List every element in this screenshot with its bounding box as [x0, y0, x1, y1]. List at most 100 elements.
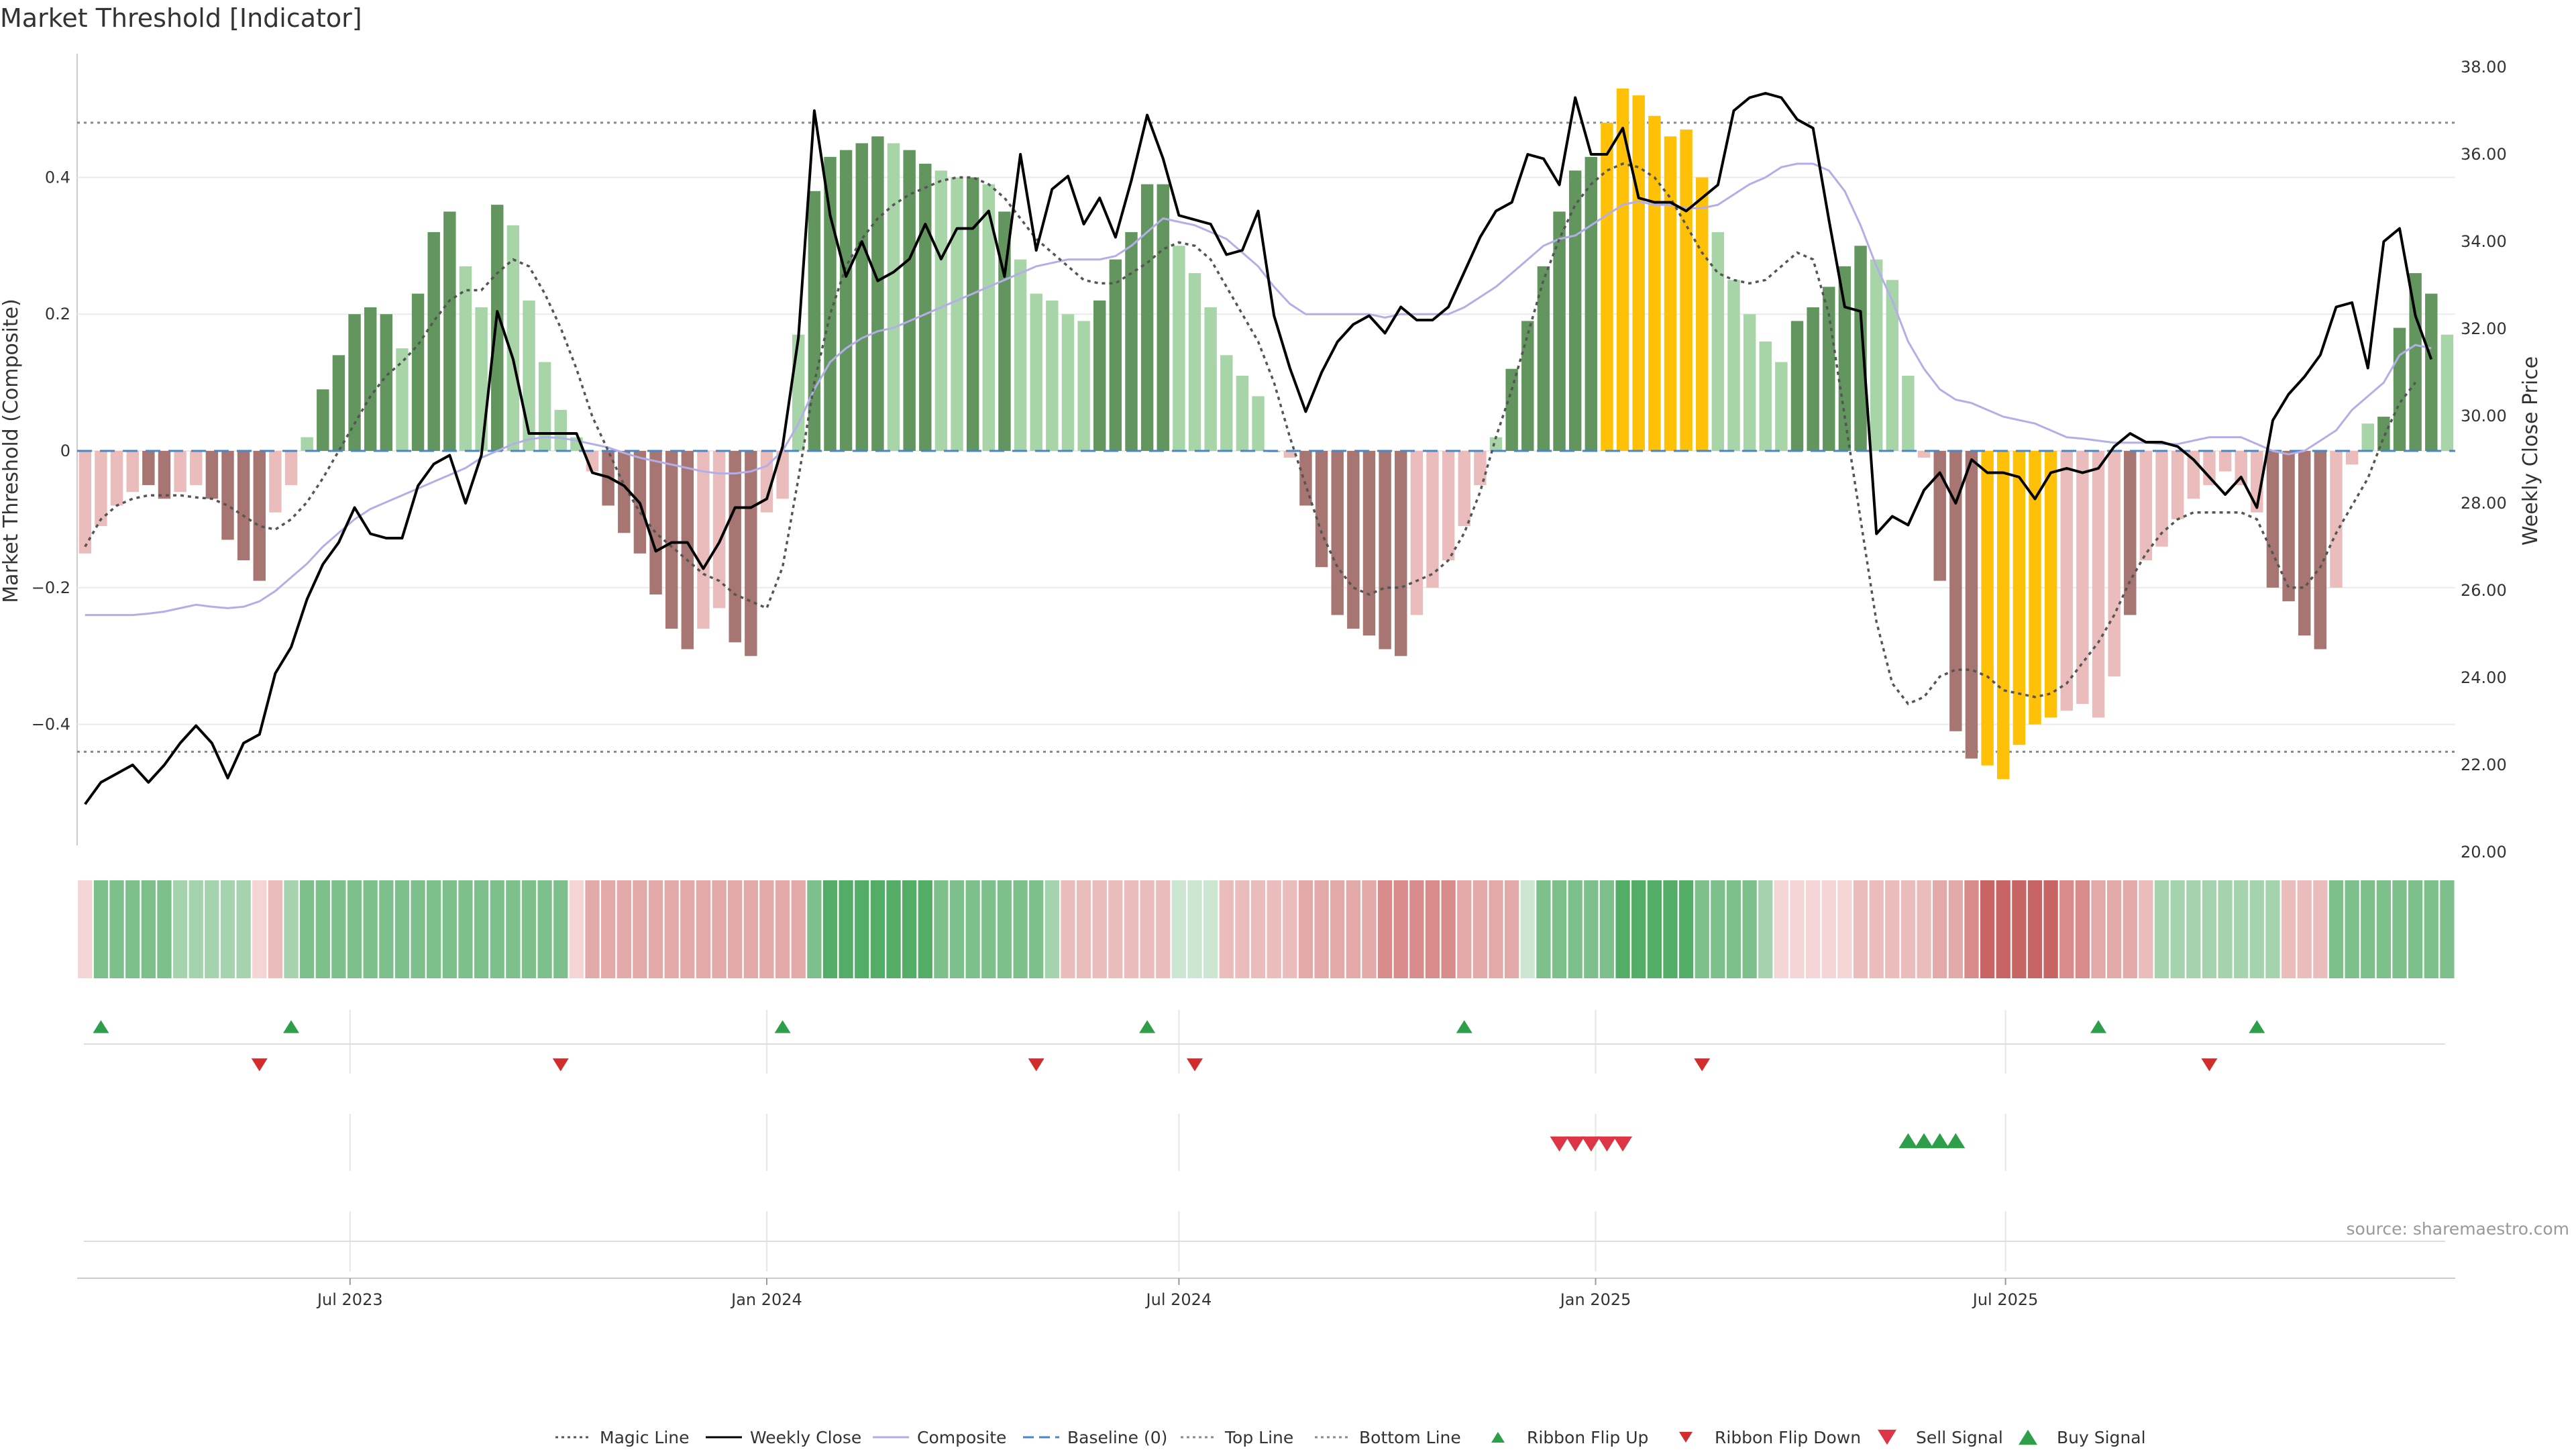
weekly-close-line	[84, 92, 2433, 805]
ribbon-cell	[1615, 880, 1630, 978]
left-tick-label: 0.2	[45, 305, 70, 323]
composite-bar	[237, 451, 250, 561]
ribbon-cell	[363, 880, 378, 978]
ribbon-cell	[2091, 880, 2106, 978]
composite-bar	[2314, 451, 2327, 650]
ribbon-cell	[553, 880, 568, 978]
right-tick-label: 30.00	[2461, 407, 2507, 425]
legend-symbol	[1679, 1432, 1693, 1443]
ribbon-cell	[521, 880, 537, 978]
ribbon-cell	[601, 880, 616, 978]
composite-bar	[855, 143, 868, 451]
ribbon-cell	[1472, 880, 1488, 978]
ribbon-cell	[1409, 880, 1424, 978]
composite-bar	[2345, 451, 2359, 465]
x-tick-label: Jan 2024	[730, 1290, 802, 1309]
ribbon-cell	[775, 880, 790, 978]
legend-symbol	[1878, 1429, 1896, 1445]
composite-bar	[1489, 437, 1503, 451]
main-panel: 0.4 0.2 0 −0.2 −0.4 38.00 36.00 34.00 32.00 30.00…	[0, 54, 2542, 862]
composite-bar	[1109, 259, 1122, 451]
composite-bar	[2171, 451, 2184, 519]
ribbon-cell	[1124, 880, 1139, 978]
ribbon-cell	[712, 880, 727, 978]
composite-bar	[1252, 396, 1265, 451]
composite-bar	[1347, 451, 1360, 629]
composite-bar	[1505, 368, 1518, 451]
buy-signal-marker	[1915, 1133, 1934, 1149]
composite-bar	[792, 334, 805, 451]
ribbon-cell	[743, 880, 758, 978]
x-tick-label: Jan 2025	[1559, 1290, 1631, 1309]
ribbon-cell	[141, 880, 156, 978]
flip-down-marker	[2201, 1058, 2218, 1072]
composite-bar	[1711, 231, 1725, 451]
ribbon-cell	[2170, 880, 2185, 978]
ribbon-cell	[1156, 880, 1171, 978]
composite-bar	[174, 451, 186, 492]
composite-bar	[2092, 451, 2105, 718]
ribbon-cell	[1219, 880, 1234, 978]
sell-signal-marker	[1550, 1136, 1569, 1152]
composite-bar	[1014, 259, 1027, 451]
composite-bar	[839, 150, 853, 451]
composite-bar	[887, 143, 900, 451]
composite-bar	[2029, 451, 2041, 725]
composite-bar	[1157, 184, 1169, 451]
ribbon-cell	[458, 880, 473, 978]
ribbon-cell	[490, 880, 504, 978]
ribbon-cell	[1029, 880, 1044, 978]
ribbon-cell	[1647, 880, 1662, 978]
legend-item: Weekly Close	[706, 1428, 861, 1447]
composite-bar	[2203, 451, 2216, 485]
ribbon-cell	[870, 880, 885, 978]
composite-bar	[2076, 451, 2089, 705]
right-tick-label: 36.00	[2461, 145, 2507, 164]
ribbon-cell	[172, 880, 188, 978]
composite-bar	[1775, 362, 1788, 451]
composite-bar	[2425, 293, 2438, 451]
ribbon-cell	[2408, 880, 2423, 978]
composite-bar	[1981, 451, 1994, 766]
composite-bar	[712, 451, 726, 609]
left-tick-label: −0.2	[32, 578, 70, 597]
ribbon-cell	[2424, 880, 2438, 978]
composite-bar	[982, 184, 996, 451]
composite-bar	[1759, 341, 1772, 451]
composite-bar	[1331, 451, 1344, 615]
composite-bar	[1680, 129, 1693, 451]
composite-bar	[1568, 170, 1582, 451]
composite-bar	[301, 437, 313, 451]
composite-bar	[2393, 327, 2406, 451]
composite-bar	[205, 451, 219, 499]
buy-signal-marker	[1946, 1133, 1966, 1149]
ribbon-cell	[1774, 880, 1789, 978]
composite-bar	[871, 136, 884, 451]
ribbon-cell	[93, 880, 109, 978]
ribbon-cell	[2313, 880, 2328, 978]
ribbon-cell	[189, 880, 203, 978]
ribbon-cell	[1203, 880, 1218, 978]
ribbon-cell	[791, 880, 806, 978]
composite-bar	[1727, 280, 1740, 451]
ribbon-cell	[1900, 880, 1916, 978]
ribbon-cell	[1948, 880, 1963, 978]
x-tick-label: Jul 2025	[1972, 1290, 2039, 1309]
flip-down-marker	[1187, 1058, 1203, 1072]
composite-bar	[2235, 451, 2247, 485]
ribbon-cell	[220, 880, 235, 978]
composite-bar	[1870, 259, 1883, 451]
ribbon-cell	[2186, 880, 2201, 978]
sell-signal-marker	[1566, 1136, 1585, 1152]
ribbon-cell	[1742, 880, 1757, 978]
ribbon-cell	[569, 880, 584, 978]
composite-bar	[110, 451, 123, 506]
composite-bar	[380, 314, 393, 451]
composite-bar	[126, 451, 139, 492]
ribbon-cell	[537, 880, 552, 978]
ribbon-cell	[1996, 880, 2010, 978]
composite-bar	[1917, 451, 1931, 458]
right-tick-label: 28.00	[2461, 494, 2507, 513]
ribbon-cell	[506, 880, 521, 978]
